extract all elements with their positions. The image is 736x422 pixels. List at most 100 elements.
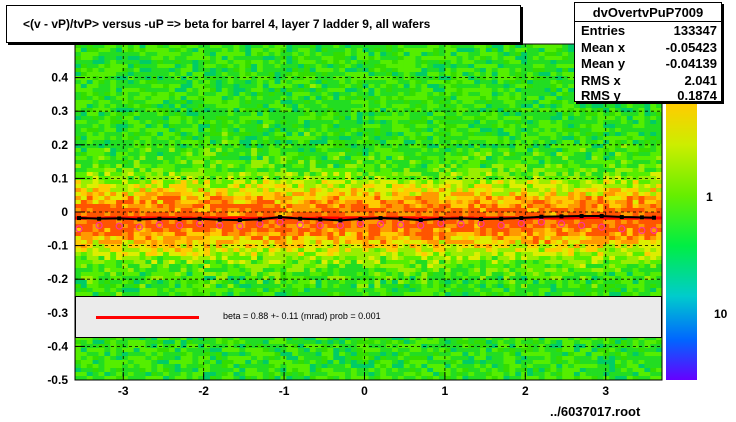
heatmap-cell xyxy=(151,156,158,161)
heatmap-cell xyxy=(315,68,322,73)
heatmap-cell xyxy=(591,168,598,173)
heatmap-cell xyxy=(121,108,129,113)
heatmap-cell xyxy=(550,240,557,245)
heatmap-cell xyxy=(80,100,88,105)
heatmap-cell xyxy=(180,172,187,177)
heatmap-cell xyxy=(239,156,246,161)
heatmap-cell xyxy=(227,112,234,117)
heatmap-cell xyxy=(509,88,516,93)
heatmap-cell xyxy=(568,168,575,173)
heatmap-cell xyxy=(638,236,645,241)
heatmap-cell xyxy=(568,180,575,185)
heatmap-cell xyxy=(245,52,252,57)
heatmap-cell xyxy=(180,116,187,121)
heatmap-cell xyxy=(415,232,422,237)
heatmap-cell xyxy=(550,112,557,117)
heatmap-cell xyxy=(462,76,469,81)
heatmap-cell xyxy=(303,200,311,205)
heatmap-cell xyxy=(650,144,657,149)
heatmap-cell xyxy=(421,136,428,141)
heatmap-cell xyxy=(309,240,317,245)
heatmap-cell xyxy=(380,212,387,217)
heatmap-cell xyxy=(245,184,252,189)
heatmap-cell xyxy=(309,224,317,229)
heatmap-cell xyxy=(644,168,651,173)
heatmap-cell xyxy=(438,160,446,165)
heatmap-cell xyxy=(632,116,639,121)
heatmap-cell xyxy=(180,72,187,77)
heatmap-cell xyxy=(268,148,275,153)
heatmap-cell xyxy=(397,232,405,237)
heatmap-cell xyxy=(133,228,140,233)
heatmap-cell xyxy=(597,136,604,141)
heatmap-cell xyxy=(256,192,264,197)
heatmap-cell xyxy=(532,140,540,145)
heatmap-cell xyxy=(526,232,534,237)
heatmap-cell xyxy=(579,152,587,157)
heatmap-cell xyxy=(204,200,211,205)
heatmap-cell xyxy=(515,132,522,137)
heatmap-cell xyxy=(509,192,516,197)
heatmap-cell xyxy=(215,52,223,57)
heatmap-cell xyxy=(550,160,557,165)
heatmap-cell xyxy=(198,56,205,61)
heatmap-cell xyxy=(591,192,598,197)
heatmap-cell xyxy=(157,112,164,117)
heatmap-cell xyxy=(485,220,493,225)
heatmap-cell xyxy=(474,52,481,57)
heatmap-cell xyxy=(397,180,405,185)
heatmap-cell xyxy=(462,68,469,73)
heatmap-cell xyxy=(585,152,592,157)
heatmap-cell xyxy=(485,188,493,193)
heatmap-cell xyxy=(456,232,463,237)
heatmap-cell xyxy=(157,68,164,73)
heatmap-cell xyxy=(245,172,252,177)
heatmap-cell xyxy=(110,64,117,69)
heatmap-cell xyxy=(210,168,217,173)
heatmap-cell xyxy=(251,56,258,61)
heatmap-cell xyxy=(233,68,240,73)
heatmap-cell xyxy=(286,56,293,61)
heatmap-cell xyxy=(315,116,322,121)
heatmap-cell xyxy=(632,108,639,113)
heatmap-cell xyxy=(163,112,170,117)
heatmap-cell xyxy=(245,132,252,137)
heatmap-cell xyxy=(568,240,575,245)
heatmap-cell xyxy=(350,172,358,177)
heatmap-cell xyxy=(245,108,252,113)
heatmap-cell xyxy=(292,96,299,101)
heatmap-cell xyxy=(650,116,657,121)
heatmap-cell xyxy=(321,220,328,225)
heatmap-cell xyxy=(309,212,317,217)
heatmap-cell xyxy=(345,56,352,61)
heatmap-cell xyxy=(538,44,545,49)
heatmap-cell xyxy=(474,224,481,229)
heatmap-cell xyxy=(280,56,287,61)
heatmap-cell xyxy=(321,124,328,129)
heatmap-cell xyxy=(157,156,164,161)
heatmap-cell xyxy=(333,220,340,225)
heatmap-cell xyxy=(333,228,340,233)
heatmap-cell xyxy=(186,148,193,153)
heatmap-cell xyxy=(104,80,111,85)
heatmap-cell xyxy=(632,220,639,225)
heatmap-cell xyxy=(233,52,240,57)
heatmap-cell xyxy=(497,168,504,173)
heatmap-cell xyxy=(251,52,258,57)
heatmap-cell xyxy=(403,92,410,97)
heatmap-cell xyxy=(321,80,328,85)
heatmap-cell xyxy=(556,68,563,73)
heatmap-cell xyxy=(374,136,381,141)
heatmap-cell xyxy=(139,76,146,81)
heatmap-cell xyxy=(327,104,334,109)
heatmap-cell xyxy=(509,204,516,209)
heatmap-cell xyxy=(256,184,264,189)
heatmap-cell xyxy=(75,236,82,241)
heatmap-cell xyxy=(168,228,176,233)
heatmap-cell xyxy=(374,124,381,129)
heatmap-cell xyxy=(127,108,135,113)
heatmap-cell xyxy=(292,220,299,225)
heatmap-cell xyxy=(192,100,199,105)
heatmap-cell xyxy=(485,80,493,85)
heatmap-cell xyxy=(620,124,628,129)
